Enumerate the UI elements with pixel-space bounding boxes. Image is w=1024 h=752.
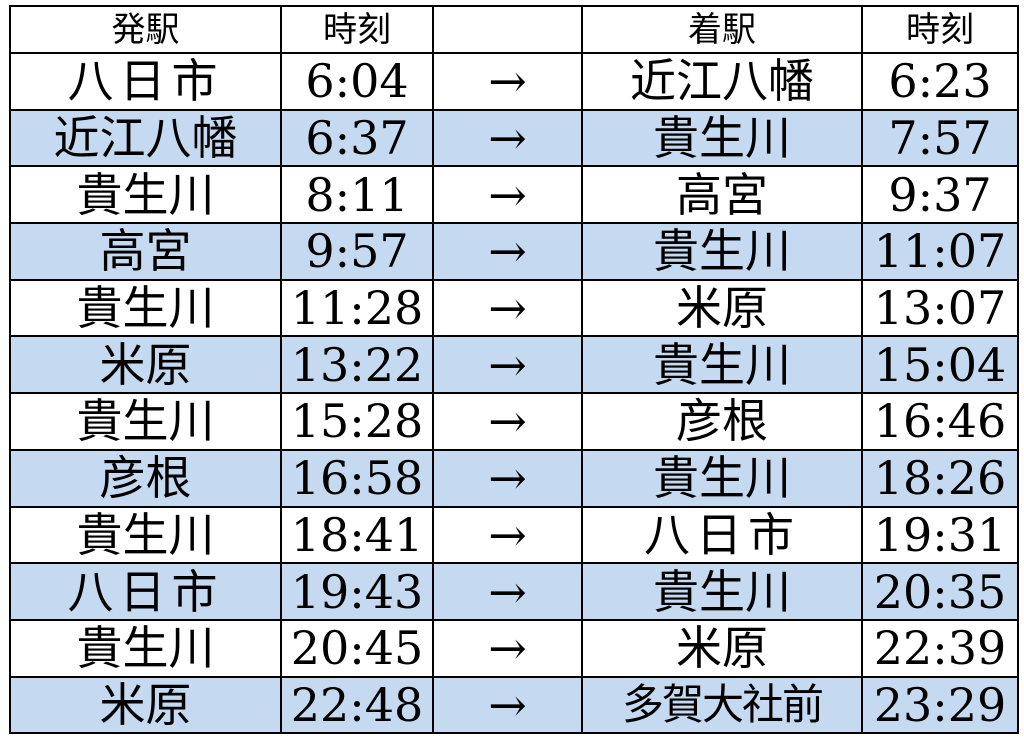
departure-time: 22:48 — [280, 675, 434, 735]
table-row: 八日市 6:04 → 近江八幡 6:23 — [9, 52, 1019, 111]
arrow-icon: → — [432, 448, 583, 508]
arrival-station: 米原 — [581, 618, 863, 678]
arrow-icon: → — [432, 278, 583, 338]
arrival-station: 多賀大社前 — [581, 675, 863, 735]
table-row: 高宮 9:57 → 貴生川 11:07 — [9, 222, 1019, 281]
arrow-icon: → — [432, 562, 583, 621]
arrival-station: 貴生川 — [581, 222, 863, 281]
arrow-icon: → — [432, 108, 583, 168]
table-row: 米原 22:48 → 多賀大社前 23:29 — [9, 675, 1019, 735]
table-row: 八日市 19:43 → 貴生川 20:35 — [9, 562, 1019, 621]
arrival-station: 貴生川 — [581, 562, 863, 621]
arrival-time: 16:46 — [861, 392, 1019, 451]
table-row: 貴生川 11:28 → 米原 13:07 — [9, 278, 1019, 338]
arrival-time: 22:39 — [861, 618, 1019, 678]
arrival-time: 11:07 — [861, 222, 1019, 281]
departure-station: 貴生川 — [9, 505, 282, 565]
arrow-icon: → — [432, 335, 583, 395]
train-timetable: 発駅 時刻 着駅 時刻 八日市 6:04 → 近江八幡 6:23 近江八幡 6:… — [9, 5, 1019, 735]
arrival-time: 13:07 — [861, 278, 1019, 338]
table-row: 貴生川 15:28 → 彦根 16:46 — [9, 392, 1019, 451]
arrival-time: 7:57 — [861, 108, 1019, 168]
arrival-station: 貴生川 — [581, 448, 863, 508]
arrival-time: 6:23 — [861, 52, 1019, 111]
table-row: 近江八幡 6:37 → 貴生川 7:57 — [9, 108, 1019, 168]
departure-time: 6:04 — [280, 52, 434, 111]
arrival-station: 米原 — [581, 278, 863, 338]
departure-station: 八日市 — [9, 562, 282, 621]
departure-station: 米原 — [9, 675, 282, 735]
arrival-station: 高宮 — [581, 165, 863, 225]
table-row: 米原 13:22 → 貴生川 15:04 — [9, 335, 1019, 395]
departure-time: 9:57 — [280, 222, 434, 281]
departure-station: 米原 — [9, 335, 282, 395]
arrival-time: 18:26 — [861, 448, 1019, 508]
arrival-time: 20:35 — [861, 562, 1019, 621]
departure-station: 貴生川 — [9, 618, 282, 678]
departure-station: 近江八幡 — [9, 108, 282, 168]
arrow-icon: → — [432, 222, 583, 281]
departure-time: 6:37 — [280, 108, 434, 168]
arrow-icon: → — [432, 392, 583, 451]
arrow-icon: → — [432, 675, 583, 735]
header-direction — [432, 5, 583, 54]
arrival-time: 23:29 — [861, 675, 1019, 735]
table-row: 貴生川 20:45 → 米原 22:39 — [9, 618, 1019, 678]
arrow-icon: → — [432, 52, 583, 111]
departure-time: 15:28 — [280, 392, 434, 451]
header-departure-time: 時刻 — [280, 5, 434, 54]
arrival-time: 19:31 — [861, 505, 1019, 565]
departure-station: 貴生川 — [9, 392, 282, 451]
departure-station: 彦根 — [9, 448, 282, 508]
arrival-station: 貴生川 — [581, 108, 863, 168]
departure-time: 11:28 — [280, 278, 434, 338]
departure-station: 八日市 — [9, 52, 282, 111]
arrival-time: 9:37 — [861, 165, 1019, 225]
table-row: 貴生川 8:11 → 高宮 9:37 — [9, 165, 1019, 225]
arrival-station: 彦根 — [581, 392, 863, 451]
header-arrival-time: 時刻 — [861, 5, 1019, 54]
departure-station: 貴生川 — [9, 278, 282, 338]
arrival-time: 15:04 — [861, 335, 1019, 395]
arrow-icon: → — [432, 505, 583, 565]
departure-time: 8:11 — [280, 165, 434, 225]
departure-station: 高宮 — [9, 222, 282, 281]
arrival-station: 八日市 — [581, 505, 863, 565]
arrival-station: 近江八幡 — [581, 52, 863, 111]
departure-time: 13:22 — [280, 335, 434, 395]
arrow-icon: → — [432, 165, 583, 225]
arrival-station: 貴生川 — [581, 335, 863, 395]
table-row: 彦根 16:58 → 貴生川 18:26 — [9, 448, 1019, 508]
header-row: 発駅 時刻 着駅 時刻 — [9, 5, 1019, 54]
table-row: 貴生川 18:41 → 八日市 19:31 — [9, 505, 1019, 565]
departure-time: 16:58 — [280, 448, 434, 508]
departure-time: 18:41 — [280, 505, 434, 565]
arrow-icon: → — [432, 618, 583, 678]
header-arrival-station: 着駅 — [581, 5, 863, 54]
departure-time: 20:45 — [280, 618, 434, 678]
header-departure-station: 発駅 — [9, 5, 282, 54]
departure-time: 19:43 — [280, 562, 434, 621]
departure-station: 貴生川 — [9, 165, 282, 225]
